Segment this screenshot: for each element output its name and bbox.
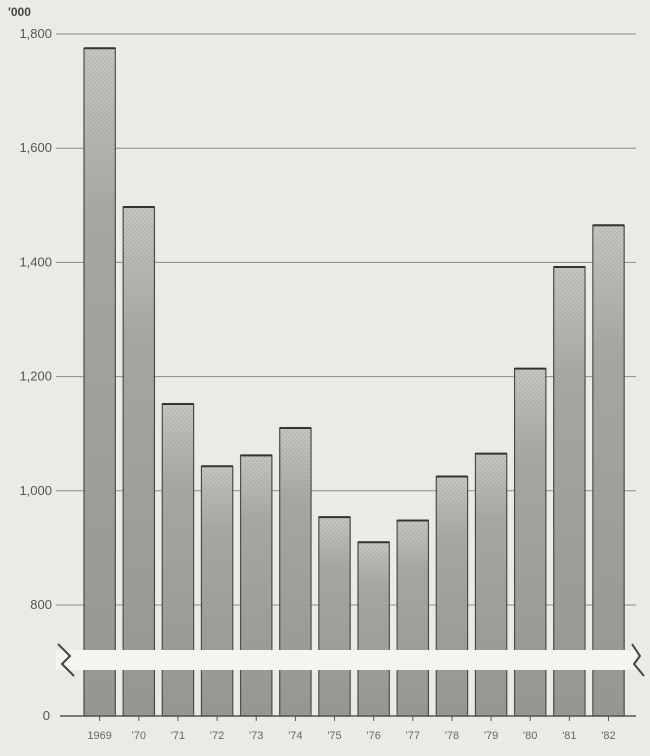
x-tick-label: '74 — [288, 730, 302, 742]
x-tick-label: '78 — [445, 730, 459, 742]
bar — [435, 475, 469, 717]
bar — [239, 454, 273, 717]
x-tick-label: '72 — [210, 730, 224, 742]
x-tick-label: '81 — [562, 730, 576, 742]
x-tick-label: '80 — [523, 730, 537, 742]
bar — [122, 206, 156, 717]
bar — [592, 224, 625, 717]
axis-break — [56, 643, 645, 677]
x-tick-label: '70 — [132, 730, 146, 742]
y-tick-label: 1,600 — [19, 140, 52, 155]
y-zero-label: 0 — [43, 708, 50, 723]
bars — [83, 47, 625, 717]
y-tick-label: 1,000 — [19, 483, 52, 498]
bar — [357, 541, 390, 717]
unit-label: '000 — [8, 5, 31, 19]
bar — [318, 516, 351, 717]
x-tick-label: '76 — [366, 730, 380, 742]
x-tick-label: 1969 — [87, 730, 111, 742]
x-tick-label: '71 — [171, 730, 185, 742]
y-tick-label: 1,400 — [19, 254, 52, 269]
bar — [396, 519, 430, 717]
x-tick-label: '79 — [484, 730, 498, 742]
bar — [279, 426, 312, 717]
bar — [83, 47, 116, 717]
y-axis-ticks: 1,800 1,600 1,400 1,200 1,000 800 0 — [19, 26, 52, 723]
bar — [474, 452, 508, 717]
x-tick-label: '77 — [406, 730, 420, 742]
axis-break-band — [56, 650, 636, 670]
x-tick-label: '75 — [327, 730, 341, 742]
y-tick-label: 1,800 — [19, 26, 52, 41]
x-tick-label: '73 — [249, 730, 263, 742]
bar — [200, 465, 234, 717]
axis-break-mark-left — [57, 643, 75, 677]
bar — [553, 265, 586, 717]
y-tick-label: 1,200 — [19, 369, 52, 384]
axis-break-mark-right — [631, 643, 645, 677]
y-tick-label: 800 — [30, 597, 52, 612]
x-axis-ticks: 1969 '70 '71 '72 '73 '74 '75 '76 '77 '78 '79 '80 '81… — [87, 716, 616, 742]
x-tick-label: '82 — [601, 730, 615, 742]
